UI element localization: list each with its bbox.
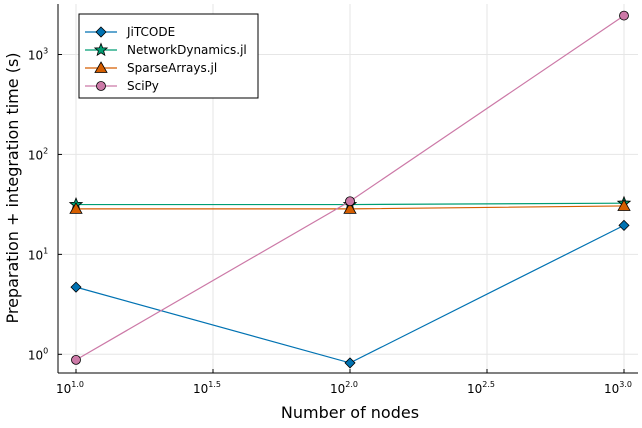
series-scipy (71, 10, 629, 365)
series (68, 10, 632, 369)
x-tick-label: 102.5 (467, 380, 495, 396)
data-point (70, 281, 82, 293)
legend-label: SparseArrays.jl (127, 61, 217, 75)
legend-box (78, 13, 259, 99)
legend-marker (96, 81, 106, 91)
axes (57, 4, 638, 374)
data-point (619, 10, 629, 21)
y-tick-label: 101 (28, 246, 48, 262)
x-axis-label: Number of nodes (281, 403, 419, 422)
data-point (69, 202, 83, 214)
y-tick-label: 100 (28, 346, 48, 362)
y-tick-label: 102 (28, 146, 48, 162)
data-point (344, 357, 356, 369)
legend-marker (94, 61, 108, 73)
legend-marker (93, 42, 109, 57)
x-tick-label: 102.0 (330, 380, 358, 396)
legend-label: JiTCODE (126, 25, 175, 39)
legend-item: NetworkDynamics.jl (85, 42, 247, 57)
y-axis-label: Preparation + integration time (s) (3, 52, 22, 323)
data-point (617, 199, 631, 211)
legend-label: NetworkDynamics.jl (127, 43, 247, 57)
data-point (71, 354, 81, 365)
data-point (343, 202, 357, 214)
x-tick-label: 103.0 (604, 380, 632, 396)
data-point (618, 219, 630, 231)
legend-marker (95, 26, 107, 38)
y-tick-labels: 100 101 102 103 (28, 46, 48, 362)
y-tick-label: 103 (28, 46, 48, 62)
data-point (345, 196, 355, 207)
x-tick-labels: 101.0 101.5 102.0 102.5 103.0 (56, 380, 632, 396)
x-tick-label: 101.0 (56, 380, 84, 396)
legend-label: SciPy (127, 79, 159, 93)
legend-item: SparseArrays.jl (85, 61, 217, 75)
legend-item: JiTCODE (85, 25, 175, 39)
legend-item: SciPy (85, 79, 159, 93)
series-sparsearrays-jl (69, 199, 631, 214)
legend: JiTCODE NetworkDynamics.jl SparseArrays.jl… (78, 13, 259, 99)
x-tick-label: 101.5 (193, 380, 221, 396)
series-jitcode (70, 219, 630, 369)
